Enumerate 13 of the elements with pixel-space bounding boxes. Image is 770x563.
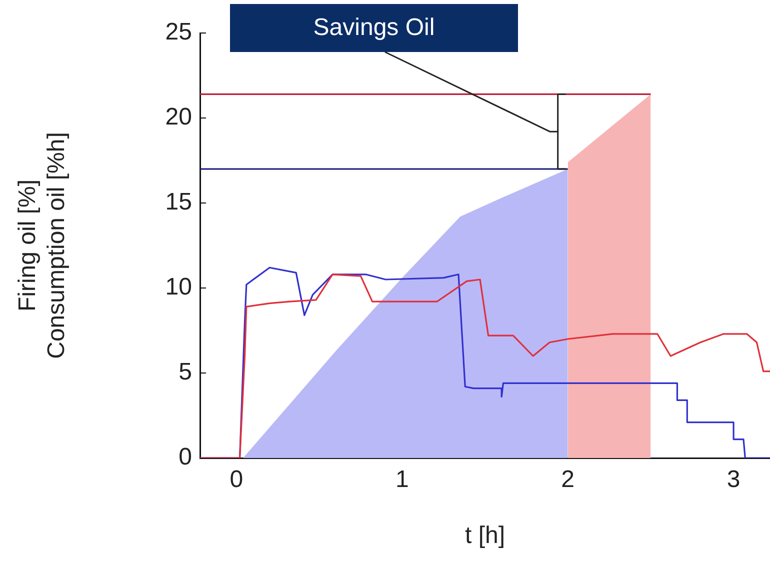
- y-tick-label: 0: [178, 444, 192, 471]
- y-tick-label: 15: [165, 188, 192, 216]
- y-tick-label: 20: [165, 104, 192, 131]
- x-tick-label: 1: [395, 466, 409, 494]
- y-tick-label: 10: [165, 274, 192, 301]
- x-tick-label: 0: [230, 466, 244, 494]
- x-tick-label: 2: [561, 466, 575, 494]
- note-box: Savings Oil: [230, 4, 518, 52]
- x-tick-label: 3: [726, 466, 740, 494]
- y-axis-title: Firing oil [%] Consumption oil [%h]: [14, 132, 70, 359]
- y-tick-label: 5: [178, 358, 192, 386]
- x-axis-title: t [h]: [464, 522, 506, 550]
- y-tick-label: 25: [165, 18, 192, 46]
